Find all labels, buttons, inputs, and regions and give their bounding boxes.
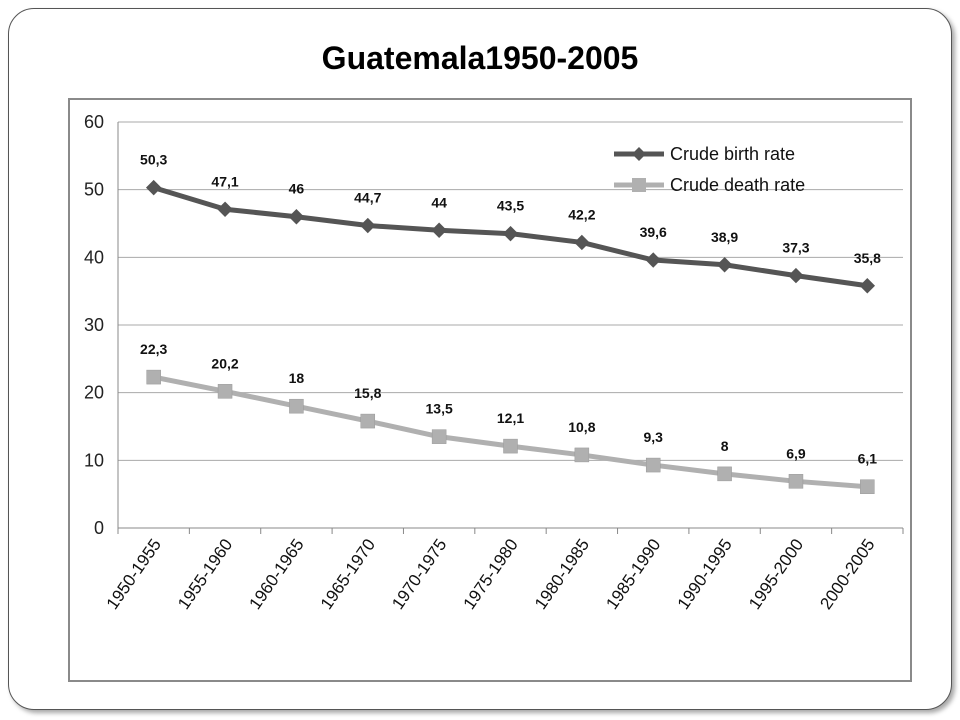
data-point	[217, 201, 233, 217]
data-label: 50,3	[140, 152, 167, 168]
data-point	[431, 429, 447, 444]
data-point	[502, 225, 519, 242]
data-label: 6,1	[858, 451, 878, 467]
data-point	[288, 209, 305, 225]
data-point	[716, 257, 733, 273]
data-point	[360, 413, 376, 429]
x-tick-label: 1965-1970	[317, 535, 379, 613]
data-point	[360, 217, 376, 234]
data-point	[717, 466, 732, 482]
x-tick-label: 1990-1995	[674, 535, 736, 613]
data-label: 46	[289, 181, 305, 197]
data-label: 15,8	[354, 385, 381, 401]
data-label: 6,9	[786, 445, 806, 461]
x-tick-label: 1955-1960	[174, 535, 236, 613]
y-tick-label: 40	[84, 247, 104, 267]
data-label: 44	[431, 194, 447, 210]
legend-marker	[632, 147, 646, 161]
x-tick-label: 1960-1965	[245, 535, 307, 613]
series-line	[153, 374, 868, 490]
data-label: 44,7	[354, 190, 381, 206]
data-point	[146, 369, 161, 385]
legend-label: Crude death rate	[670, 175, 805, 195]
data-label: 22,3	[140, 341, 167, 357]
y-tick-label: 50	[84, 180, 104, 200]
data-point	[860, 479, 875, 494]
data-point	[645, 252, 661, 268]
x-tick-label: 1975-1980	[460, 535, 522, 613]
x-tick-label: 1980-1985	[531, 535, 593, 613]
x-tick-label: 1985-1990	[602, 535, 664, 613]
y-tick-label: 10	[84, 450, 104, 470]
data-label: 42,2	[568, 206, 595, 222]
data-point	[145, 179, 162, 196]
legend-label: Crude birth rate	[670, 144, 795, 164]
data-point	[645, 457, 661, 473]
y-tick-label: 0	[94, 518, 104, 538]
page-title: Guatemala1950-2005	[321, 40, 639, 76]
data-label: 38,9	[711, 229, 738, 245]
data-label: 39,6	[640, 224, 667, 240]
data-point	[574, 447, 590, 463]
data-label: 12,1	[497, 410, 524, 426]
data-point	[503, 438, 518, 454]
data-label: 18	[289, 370, 305, 386]
x-tick-label: 1950-1955	[103, 535, 165, 613]
legend-marker	[632, 178, 646, 192]
x-tick-label: 2000-2005	[816, 535, 878, 613]
data-point	[289, 398, 304, 414]
data-label: 47,1	[211, 173, 238, 189]
data-point	[788, 474, 804, 489]
x-tick-label: 1995-2000	[745, 535, 807, 613]
data-label: 37,3	[782, 240, 809, 256]
y-tick-label: 20	[84, 383, 104, 403]
data-label: 10,8	[568, 419, 595, 435]
data-label: 20,2	[211, 355, 238, 371]
y-tick-label: 60	[84, 112, 104, 132]
data-label: 13,5	[426, 401, 453, 417]
data-label: 8	[721, 438, 729, 454]
data-point	[788, 267, 804, 284]
data-label: 35,8	[854, 250, 881, 266]
data-point	[431, 222, 447, 238]
data-point	[217, 384, 233, 399]
data-label: 9,3	[643, 429, 663, 445]
data-point	[574, 234, 590, 251]
data-label: 43,5	[497, 198, 524, 214]
data-point	[859, 278, 876, 294]
y-tick-label: 30	[84, 315, 104, 335]
x-tick-label: 1970-1975	[388, 535, 450, 613]
